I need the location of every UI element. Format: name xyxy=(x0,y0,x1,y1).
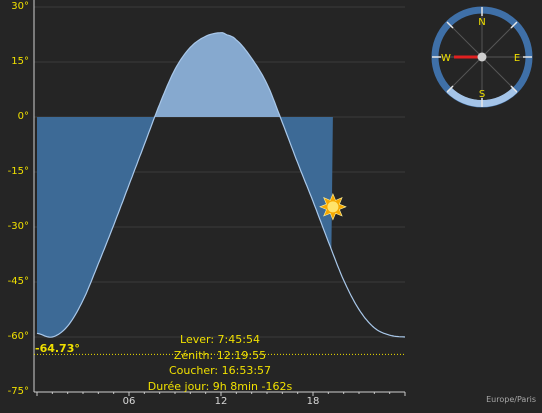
y-tick-label: 15° xyxy=(11,56,29,67)
x-tick-label: 12 xyxy=(214,396,228,407)
compass-north: N xyxy=(478,17,485,28)
sunset-time: Coucher: 16:53:57 xyxy=(168,364,272,377)
compass-widget: N S E W xyxy=(431,6,533,108)
y-tick-label: -45° xyxy=(7,276,29,287)
min-elevation-label: -64.73° xyxy=(35,342,80,356)
compass-ticks xyxy=(432,7,532,107)
night-area xyxy=(37,117,333,338)
compass-east: E xyxy=(514,53,520,64)
compass-south: S xyxy=(479,89,485,100)
sun-icon xyxy=(319,192,347,221)
day-length: Durée jour: 9h 8min -162s xyxy=(147,379,293,393)
compass-west: W xyxy=(441,53,451,64)
y-tick-label: 0° xyxy=(17,111,29,122)
y-tick-label: 30° xyxy=(11,1,29,12)
zenith-time: Zénith: 12:19:55 xyxy=(173,348,267,362)
x-tick-label: 06 xyxy=(122,396,136,407)
elevation-curve xyxy=(36,32,406,338)
sun-times-panel: Lever: 7:45:54 Zénith: 12:19:55 Coucher:… xyxy=(85,332,355,394)
x-tick-label: 18 xyxy=(306,396,320,407)
y-tick-label: -75° xyxy=(7,386,29,397)
timezone-label: Europe/Paris xyxy=(486,395,536,404)
y-tick-label: -30° xyxy=(7,221,29,232)
day-area xyxy=(37,32,405,118)
y-tick-label: -60° xyxy=(7,331,29,342)
sunrise-time: Lever: 7:45:54 xyxy=(180,333,260,346)
compass-hub xyxy=(477,52,487,62)
y-tick-label: -15° xyxy=(7,166,29,177)
